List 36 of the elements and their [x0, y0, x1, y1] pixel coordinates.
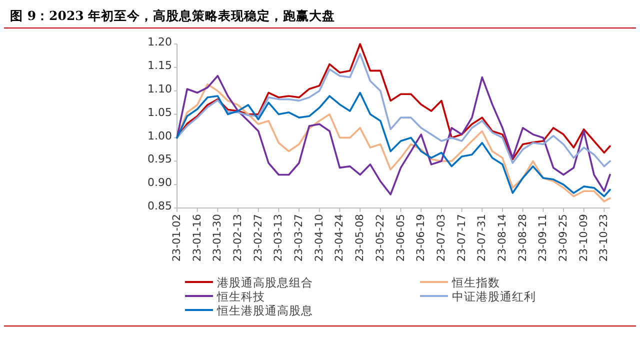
legend-label: 恒生指数: [451, 276, 500, 290]
y-tick-label: 0.95: [148, 152, 172, 166]
x-tick-label: 23-06-05: [394, 214, 407, 262]
x-tick-label: 23-07-31: [476, 214, 488, 262]
x-tick-label: 23-09-25: [558, 214, 570, 262]
x-tick-label: 23-01-02: [171, 214, 183, 262]
x-tick-label: 23-03-27: [293, 214, 306, 262]
legend-label: 港股通高股息组合: [217, 276, 313, 290]
y-tick-label: 1.05: [148, 106, 172, 119]
x-tick-label: 23-01-30: [212, 214, 224, 262]
x-tick-label: 23-06-19: [415, 214, 428, 262]
x-tick-label: 23-08-28: [516, 214, 529, 262]
y-tick-label: 1.10: [148, 82, 172, 96]
x-tick-label: 23-02-13: [232, 214, 244, 262]
x-tick-label: 23-03-13: [272, 214, 285, 262]
x-tick-label: 23-04-24: [334, 214, 346, 262]
legend-label: 恒生港股通高股息: [216, 304, 313, 318]
x-tick-label: 23-04-10: [313, 214, 326, 262]
x-tick-label: 23-05-08: [354, 214, 366, 262]
y-tick-label: 1.20: [148, 36, 172, 49]
y-tick-label: 0.85: [148, 200, 172, 213]
legend-label: 中证港股通红利: [452, 290, 536, 304]
x-tick-label: 23-10-09: [578, 214, 590, 262]
y-tick-label: 1.15: [148, 59, 172, 72]
x-tick-label: 23-09-11: [537, 214, 550, 262]
legend-label: 恒生科技: [216, 290, 265, 304]
y-tick-label: 0.90: [148, 176, 172, 190]
x-tick-label: 23-01-16: [191, 214, 204, 262]
y-tick-label: 1.00: [148, 129, 172, 142]
x-tick-label: 23-07-03: [435, 214, 448, 262]
x-tick-label: 23-05-22: [374, 214, 386, 262]
x-tick-label: 23-10-23: [598, 214, 610, 262]
chart-title: 图 9：2023 年初至今，高股息策略表现稳定，跑赢大盘: [10, 8, 336, 23]
x-tick-label: 23-08-14: [496, 214, 508, 262]
x-tick-label: 23-02-27: [252, 214, 264, 262]
x-tick-label: 23-07-17: [456, 214, 468, 262]
